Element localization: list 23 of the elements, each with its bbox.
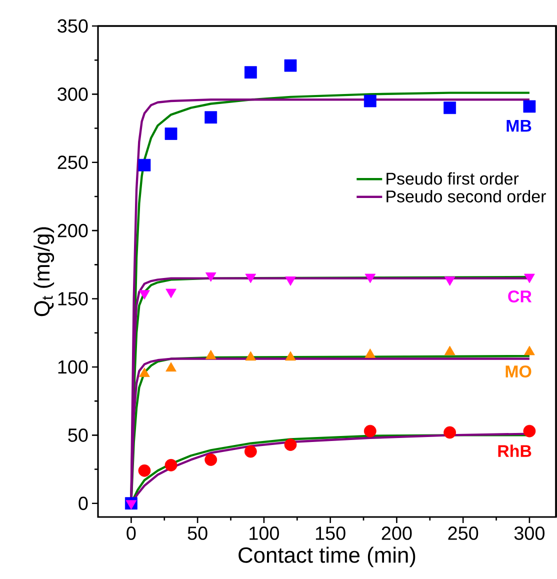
y-tick-label: 100: [58, 360, 88, 374]
series-label: RhB: [498, 444, 532, 457]
x-tick-label: 50: [188, 526, 208, 540]
x-tick-label: 200: [382, 526, 412, 540]
y-tick-label: 300: [58, 87, 88, 101]
x-tick-label: 150: [316, 526, 346, 540]
y-tick-label: 200: [58, 224, 88, 238]
y-tick-label: 0: [78, 496, 88, 510]
series-label: CR: [508, 290, 532, 302]
series-label: MB: [506, 120, 532, 132]
x-tick-label: 100: [250, 526, 279, 540]
x-axis-title: Contact time (min): [238, 546, 416, 568]
y-tick-label: 50: [68, 428, 88, 442]
y-tick-label: 150: [58, 292, 88, 306]
y-axis-title: Q$_{t}$ (mg/g): [34, 227, 54, 316]
legend-label: Pseudo second order: [386, 190, 546, 202]
x-tick-label: 250: [448, 526, 478, 540]
x-tick-label: 0: [126, 526, 136, 540]
y-tick-label: 350: [58, 19, 88, 33]
y-tick-label: 250: [58, 156, 88, 170]
series-label: MO: [506, 365, 532, 378]
legend-label: Pseudo first order: [386, 172, 519, 185]
x-tick-label: 300: [514, 526, 544, 540]
